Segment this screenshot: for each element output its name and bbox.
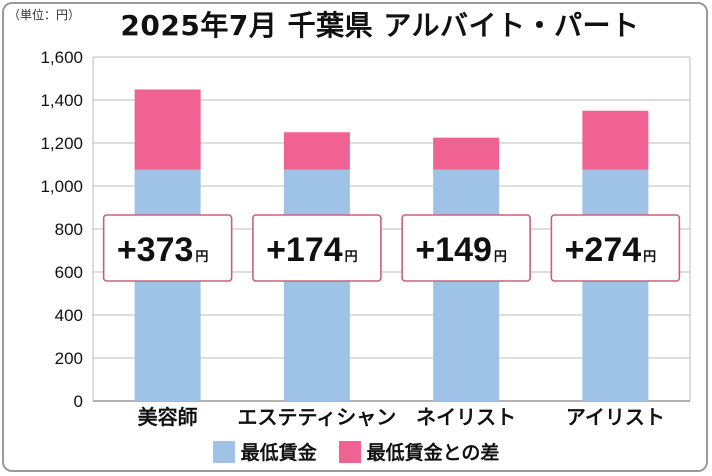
bar-difference: [582, 110, 649, 170]
x-category-label: エステティシャン: [237, 405, 396, 429]
y-tick-label: 1,600: [40, 48, 83, 67]
difference-label-box: [252, 214, 382, 282]
y-tick-label: 600: [55, 263, 83, 282]
bar-difference: [283, 132, 350, 170]
difference-label: +174 円: [266, 231, 358, 269]
legend: 最低賃金 最低賃金との差: [0, 438, 712, 465]
y-tick-label: 1,000: [40, 177, 83, 196]
legend-item-difference: 最低賃金との差: [338, 438, 500, 465]
legend-swatch-difference: [338, 440, 361, 463]
difference-label-box: [550, 214, 681, 282]
difference-label: +373 円: [117, 231, 209, 269]
bar-difference: [433, 137, 500, 170]
chart-title: 2025年7月 千葉県 アルバイト・パート: [120, 9, 640, 42]
unit-label: （単位：円）: [8, 8, 81, 22]
legend-label-difference: 最低賃金との差: [366, 442, 500, 464]
y-tick-label: 800: [55, 220, 83, 239]
bar-min-wage: [582, 169, 649, 401]
legend-item-min-wage: 最低賃金: [212, 438, 317, 465]
bar-difference: [134, 89, 201, 170]
bar-min-wage: [433, 169, 500, 401]
bar-min-wage: [134, 169, 201, 401]
y-tick-label: 1,400: [40, 91, 83, 110]
difference-label-box: [401, 214, 531, 282]
difference-label: +274 円: [565, 231, 657, 269]
difference-label: +149 円: [415, 231, 507, 269]
y-tick-label: 0: [74, 392, 83, 411]
difference-label-box: [102, 214, 233, 282]
x-category-label: ネイリスト: [416, 405, 516, 429]
legend-label-min-wage: 最低賃金: [240, 442, 317, 464]
y-tick-label: 400: [55, 306, 83, 325]
legend-swatch-min-wage: [212, 440, 235, 463]
y-tick-label: 1,200: [40, 134, 83, 153]
y-tick-label: 200: [55, 349, 83, 368]
x-category-label: アイリスト: [566, 405, 665, 429]
bar-min-wage: [283, 169, 350, 401]
x-category-label: 美容師: [138, 405, 198, 429]
